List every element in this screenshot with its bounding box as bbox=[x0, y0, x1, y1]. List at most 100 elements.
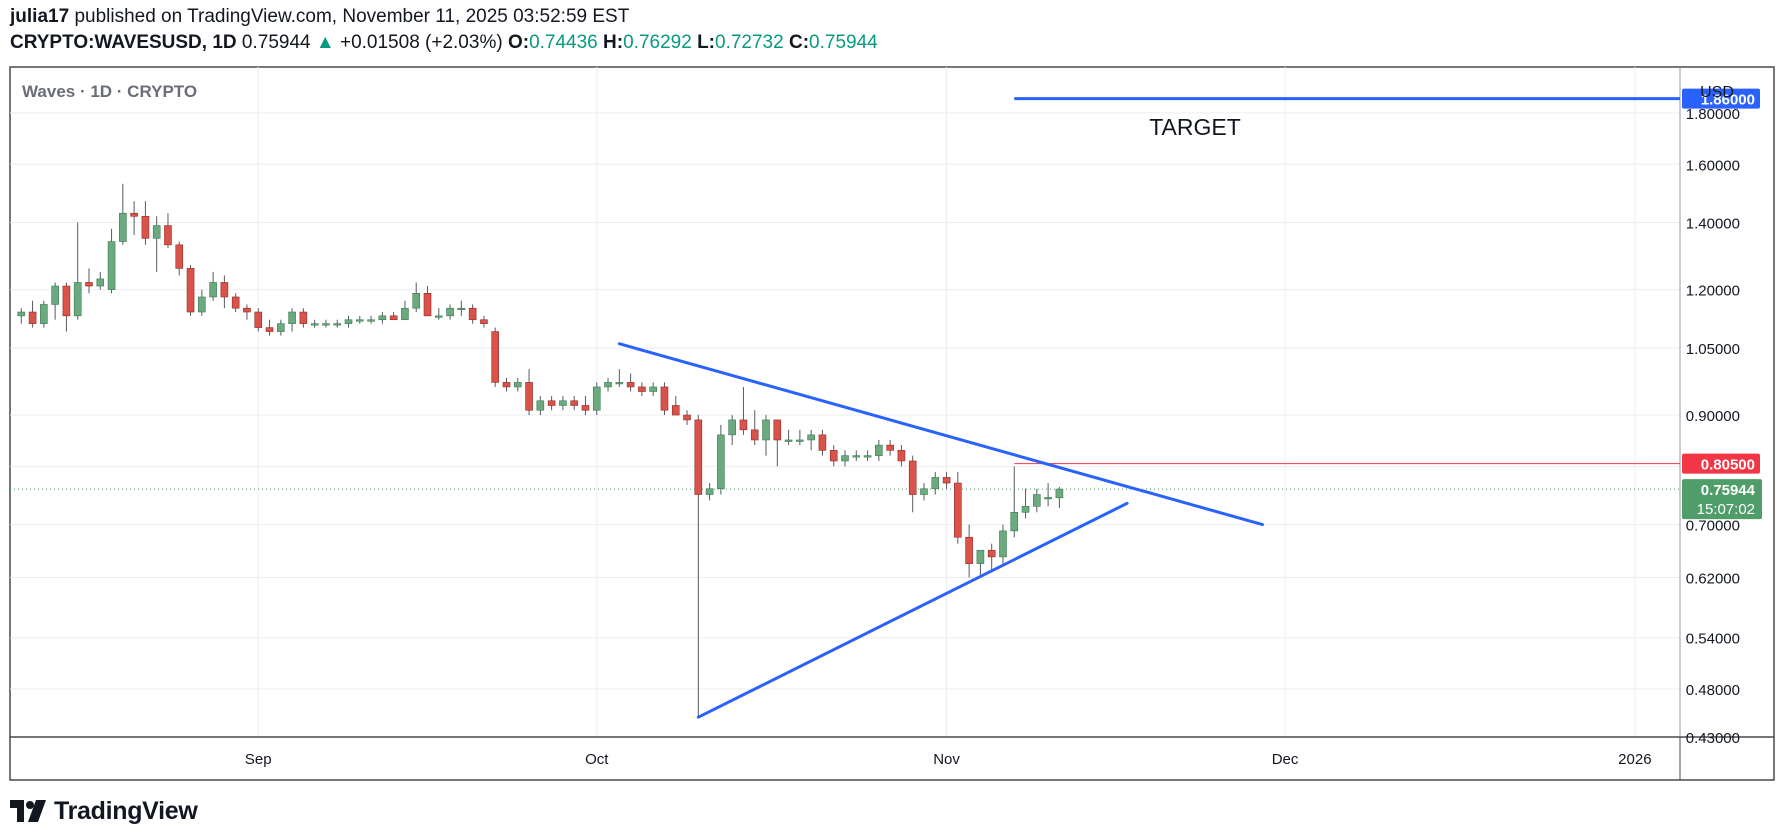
candle bbox=[559, 396, 567, 411]
candle bbox=[886, 439, 894, 456]
candle-body bbox=[412, 293, 421, 309]
candle bbox=[265, 319, 274, 336]
candle bbox=[920, 483, 928, 501]
candle bbox=[423, 286, 432, 317]
candle bbox=[186, 264, 195, 316]
candle-body bbox=[886, 444, 894, 451]
candles bbox=[17, 183, 1064, 718]
candle-body bbox=[750, 429, 759, 441]
y-tick-label: 0.54000 bbox=[1686, 631, 1740, 648]
pane-legend[interactable]: Waves · 1D · CRYPTO bbox=[22, 82, 197, 101]
candle bbox=[954, 471, 962, 544]
candle bbox=[1055, 487, 1064, 508]
candle bbox=[254, 308, 263, 332]
candle-body bbox=[446, 307, 454, 317]
candle bbox=[130, 201, 138, 236]
candle-body bbox=[897, 450, 906, 462]
y-tick-label: 0.48000 bbox=[1686, 682, 1740, 699]
trendlines[interactable] bbox=[617, 97, 1680, 719]
candle bbox=[1021, 488, 1030, 519]
candle-body bbox=[931, 477, 940, 490]
candle bbox=[152, 216, 161, 272]
candle bbox=[96, 271, 105, 290]
x-tick-label: Nov bbox=[933, 751, 960, 768]
candle bbox=[119, 183, 127, 245]
candle bbox=[592, 382, 601, 416]
y-tick-label: 1.60000 bbox=[1686, 157, 1740, 174]
candle-body bbox=[1021, 506, 1030, 513]
target-label[interactable]: TARGET bbox=[1149, 114, 1241, 140]
candle bbox=[288, 308, 296, 332]
candle-body bbox=[1055, 488, 1064, 499]
candle-body bbox=[863, 455, 872, 458]
chart-frame bbox=[9, 66, 1775, 781]
y-tick-label: 0.70000 bbox=[1686, 518, 1740, 535]
y-tick-label: 0.62000 bbox=[1686, 570, 1740, 587]
candle bbox=[175, 241, 184, 276]
candle bbox=[762, 415, 770, 456]
candle bbox=[638, 382, 646, 397]
open-label: O: bbox=[507, 32, 530, 53]
candle bbox=[626, 373, 635, 392]
candle bbox=[344, 315, 353, 328]
candle bbox=[73, 222, 82, 320]
candle-body bbox=[186, 268, 195, 313]
candle bbox=[863, 450, 872, 461]
candle-body bbox=[570, 400, 578, 406]
symbol-name: CRYPTO:WAVESUSD, 1D bbox=[10, 32, 237, 53]
last-price-text: 0.75944 bbox=[241, 32, 311, 53]
candle bbox=[389, 312, 398, 321]
target-price-badge: 1.86000 bbox=[1701, 92, 1755, 109]
publisher-name[interactable]: julia17 bbox=[10, 6, 70, 27]
x-tick-label: 2026 bbox=[1618, 751, 1651, 768]
candle-body bbox=[367, 319, 375, 322]
candle bbox=[807, 429, 815, 451]
y-tick-label: 0.43000 bbox=[1686, 730, 1740, 747]
candle bbox=[491, 327, 500, 387]
candle bbox=[525, 369, 533, 416]
candle bbox=[367, 315, 375, 324]
candle-body bbox=[310, 323, 319, 326]
candle bbox=[739, 386, 748, 435]
candle bbox=[570, 396, 578, 411]
x-tick-label: Dec bbox=[1272, 751, 1299, 768]
horizontal-lines bbox=[10, 463, 1680, 490]
candle bbox=[378, 312, 387, 324]
candle-body bbox=[141, 215, 150, 239]
candle bbox=[987, 543, 996, 571]
candle-body bbox=[525, 382, 533, 411]
price-axis[interactable]: 1.80000 1.60000 1.40000 1.20000 1.05000 0.900… bbox=[1686, 106, 1740, 747]
candle bbox=[908, 455, 917, 513]
candle-body bbox=[344, 319, 353, 324]
candle bbox=[1033, 488, 1041, 513]
x-tick-label: Sep bbox=[245, 751, 272, 768]
candle bbox=[401, 300, 409, 321]
candle bbox=[829, 445, 838, 467]
upper-trendline[interactable] bbox=[617, 342, 1264, 527]
resistance-price-badge-bg bbox=[1682, 453, 1760, 474]
tradingview-logo[interactable]: TradingView bbox=[10, 796, 198, 826]
candle-body bbox=[254, 311, 263, 328]
candle-body bbox=[73, 282, 82, 317]
candle-body bbox=[434, 315, 443, 318]
candle bbox=[107, 228, 116, 294]
candle-body bbox=[389, 315, 398, 321]
candle-body bbox=[920, 488, 928, 495]
candle bbox=[683, 410, 691, 425]
candle-body bbox=[265, 327, 274, 332]
candle-body bbox=[243, 307, 251, 313]
high-value: 0.76292 bbox=[623, 32, 692, 53]
candle-body bbox=[198, 296, 206, 313]
candle bbox=[62, 282, 71, 332]
open-value: 0.74436 bbox=[529, 32, 598, 53]
lower-trendline[interactable] bbox=[696, 501, 1129, 719]
candle-body bbox=[1044, 497, 1052, 500]
candle-body bbox=[164, 225, 172, 246]
currency-label[interactable]: USD bbox=[1700, 84, 1734, 101]
candle-body bbox=[999, 530, 1007, 558]
time-axis[interactable]: Sep Oct Nov Dec 2026 bbox=[245, 751, 1652, 768]
candle-body bbox=[423, 293, 432, 317]
change-text: +0.01508 (+2.03%) bbox=[339, 32, 503, 53]
candle-body bbox=[705, 488, 714, 495]
